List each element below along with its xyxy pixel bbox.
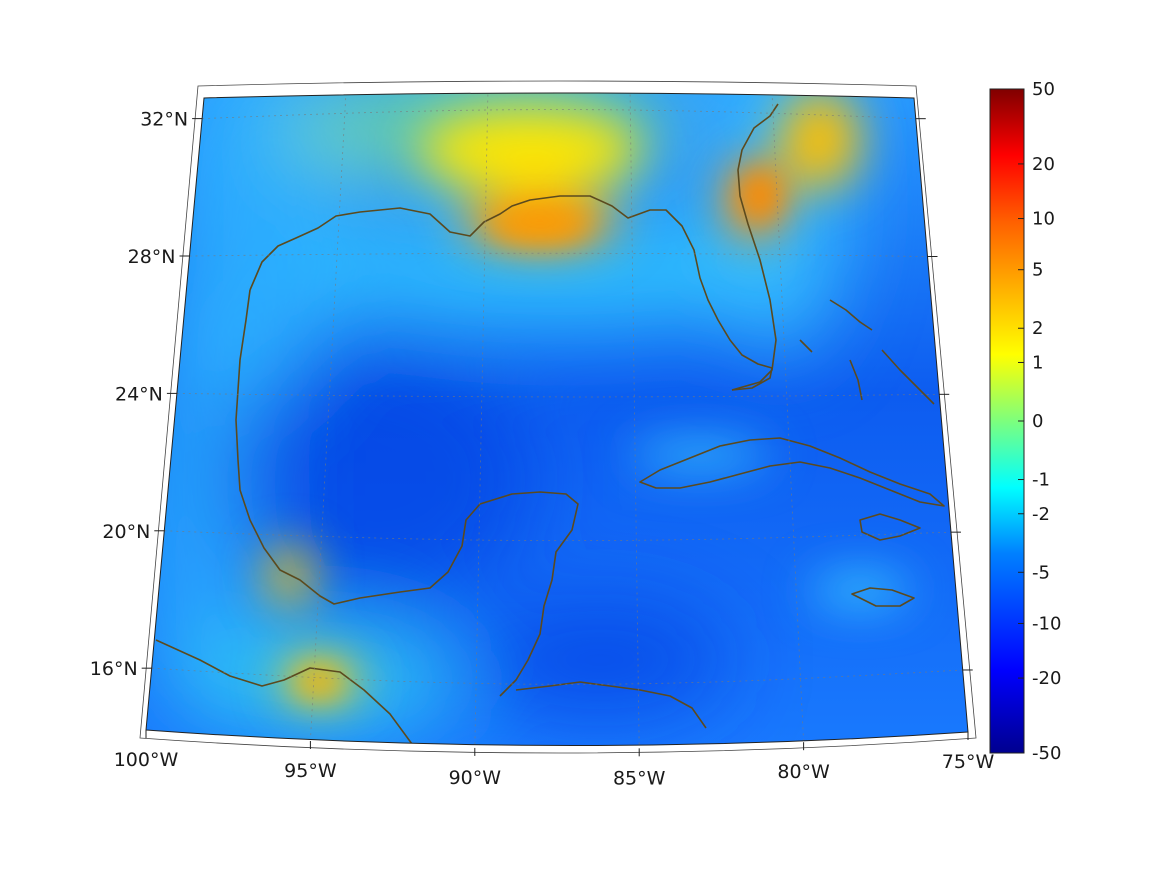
colorbar-tick-label: 1 [1032,352,1043,373]
lat-tick-label: 16°N [90,658,138,680]
coastline-mexico-west [235,289,579,697]
coastline-florida-atlantic [731,103,779,391]
coastline-central-america [155,639,413,745]
lat-tick-label: 20°N [102,521,150,543]
colorbar-tick-label: -2 [1032,504,1050,525]
lon-tick-label: 75°W [942,751,995,773]
colorbar-tick-label: 0 [1032,411,1043,432]
lon-tick-label: 85°W [613,767,666,789]
coastline-us-gulf [249,195,773,391]
lat-axis: 16°N 20°N 24°N 28°N 32°N [90,109,973,680]
colorbar-tick-label: 50 [1032,79,1055,100]
parallel-line [202,109,916,120]
meridian-line [771,93,804,743]
map-frame-outer [139,80,977,754]
meridian-line [629,93,640,746]
colorbar-tick-label: 2 [1032,318,1043,339]
lat-tick-label: 24°N [115,383,163,405]
lat-tick-label: 28°N [128,246,176,268]
coastline-hispaniola [859,513,921,541]
coastline-honduras [515,681,707,729]
lon-tick-label: 100°W [114,749,179,771]
parallel-line [176,393,940,398]
lat-tick-label: 32°N [140,109,188,131]
colorbar-tick-label: -5 [1032,562,1050,583]
colorbar-tick-label: -1 [1032,470,1050,491]
colorbar-tick-label: 20 [1032,154,1055,175]
lon-tick-label: 95°W [284,760,337,782]
colorbar-tick-label: -20 [1032,668,1061,689]
colorbar-tick-label: 10 [1032,209,1055,230]
data-field [146,93,968,746]
meridian-line [474,93,489,746]
colorbar-tick-label: 5 [1032,260,1043,281]
meridian-line [310,93,347,742]
parallel-line [164,530,952,541]
lon-tick-label: 80°W [777,761,830,783]
lon-axis: 100°W 95°W 90°W 85°W 80°W 75°W [114,730,995,789]
lon-tick-label: 90°W [449,767,502,789]
coastline [155,103,945,745]
coastline-bahamas [799,299,935,405]
coastline-jamaica [851,587,915,607]
map-frame [145,92,969,747]
colorbar-tick-label: -10 [1032,613,1061,634]
coastline-cuba [639,437,945,507]
colorbar-tick-label: -50 [1032,743,1061,764]
